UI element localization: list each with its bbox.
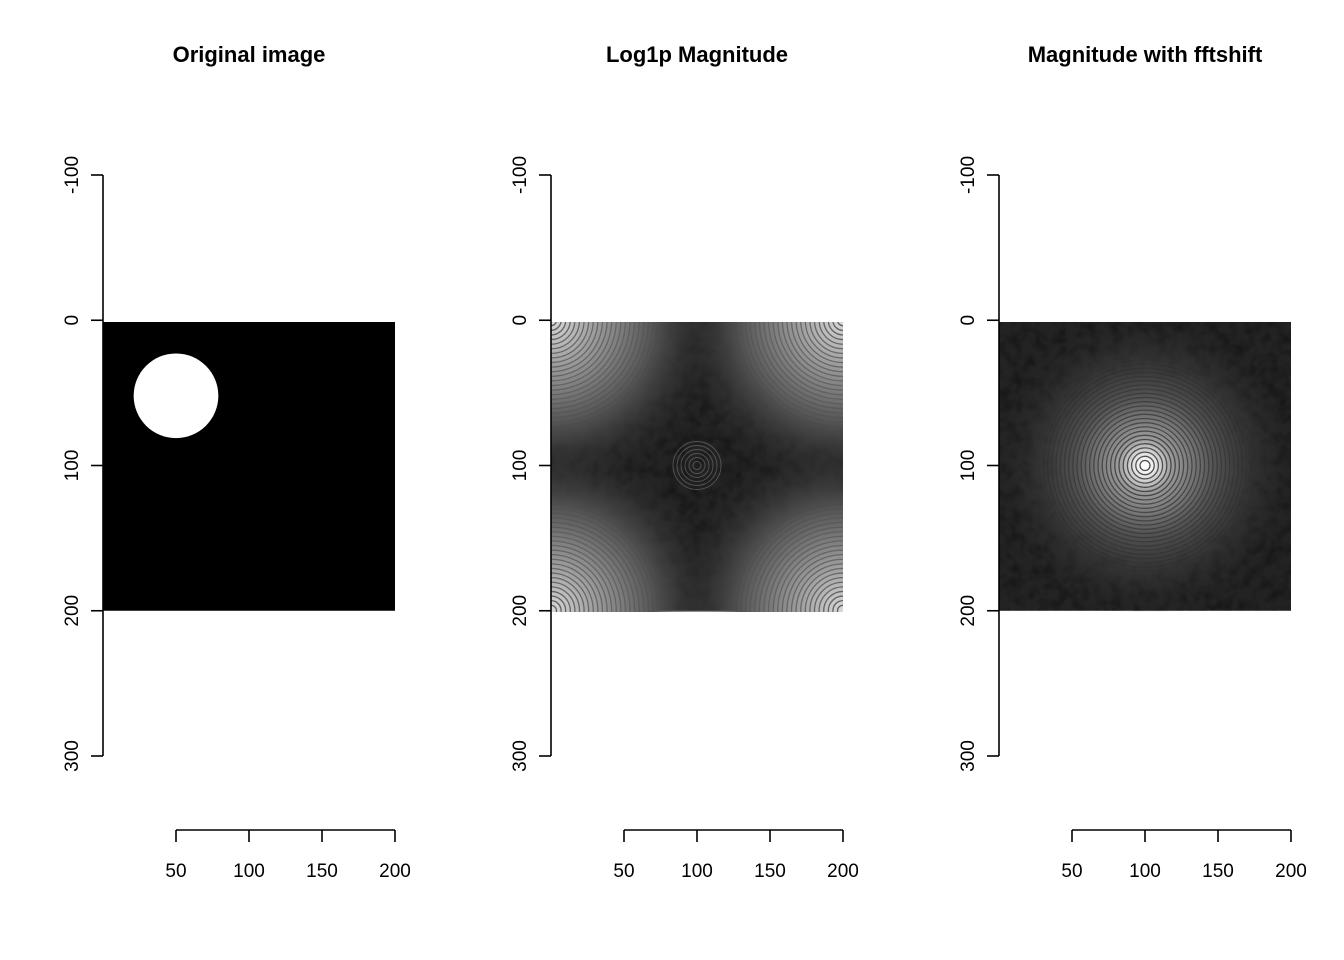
y-tick-label: 300 [510,740,531,772]
y-tick-label: 200 [62,595,83,627]
y-tick-label: -100 [958,156,979,194]
y-tick-label: 0 [958,315,979,326]
y-tick-label: 100 [958,450,979,482]
panel-2: Log1p Magnitude -100 0 100 200 300 50 100 150 200 [381,42,1013,882]
x-tick-label: 50 [613,861,634,882]
x-axis: 50 100 150 200 [165,830,410,882]
x-tick-label: 150 [754,861,786,882]
x-tick-label: 100 [233,861,265,882]
x-axis: 50 100 150 200 [613,830,858,882]
x-tick-label: 200 [1275,861,1307,882]
y-axis: -100 0 100 200 300 [958,156,999,772]
y-tick-label: -100 [510,156,531,194]
x-tick-label: 200 [827,861,859,882]
x-axis: 50 100 150 200 [1061,830,1306,882]
x-tick-label: 50 [165,861,186,882]
x-tick-label: 50 [1061,861,1082,882]
y-tick-label: -100 [62,156,83,194]
x-tick-label: 100 [681,861,713,882]
heatmap-image [103,320,395,611]
x-tick-label: 100 [1129,861,1161,882]
y-axis: -100 0 100 200 300 [510,156,551,772]
y-tick-label: 100 [510,450,531,482]
heatmap-image [995,316,1295,616]
image-background [103,320,395,611]
y-tick-label: 300 [62,740,83,772]
y-tick-label: 0 [62,315,83,326]
panel-3: Magnitude with fftshift -100 0 100 200 300 50 1… [958,42,1307,882]
panel-title: Log1p Magnitude [606,42,788,67]
heatmap-image [381,150,1013,781]
center-peak [1141,462,1149,470]
x-tick-label: 200 [379,861,411,882]
x-tick-label: 150 [306,861,338,882]
panel-title: Magnitude with fftshift [1028,42,1263,67]
x-tick-label: 150 [1202,861,1234,882]
panel-1: Original image -100 0 100 200 300 50 100 150 200 [62,42,411,882]
y-tick-label: 200 [958,595,979,627]
panel-title: Original image [173,42,326,67]
y-tick-label: 200 [510,595,531,627]
y-tick-label: 300 [958,740,979,772]
y-tick-label: 100 [62,450,83,482]
white-disk [134,353,219,438]
y-tick-label: 0 [510,315,531,326]
y-axis: -100 0 100 200 300 [62,156,103,772]
